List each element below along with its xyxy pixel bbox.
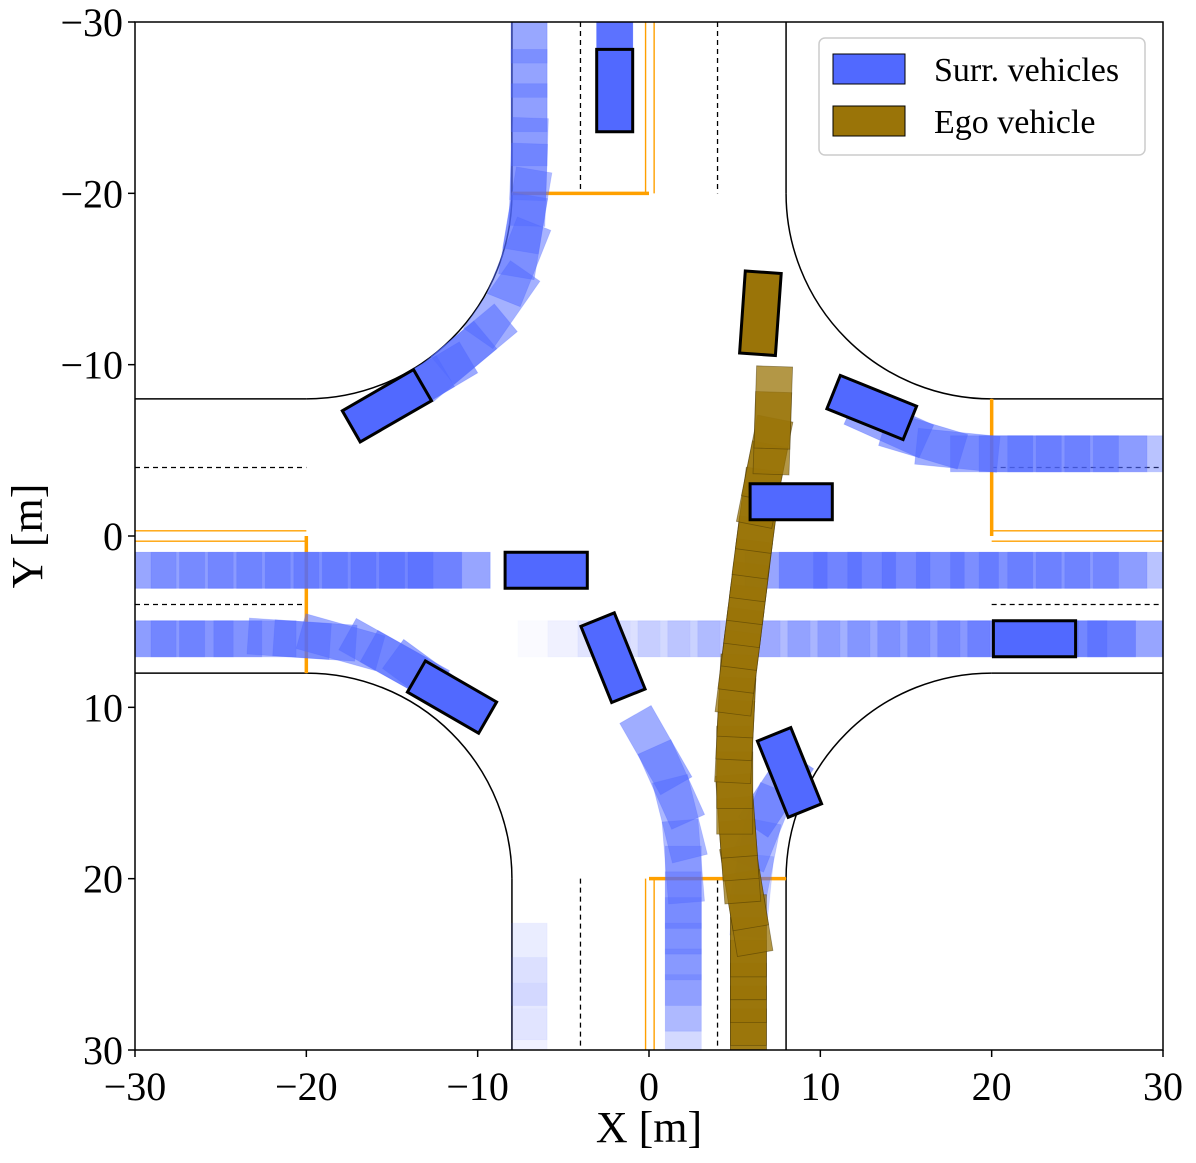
surrounding-trajectory-footprint	[407, 551, 491, 589]
surrounding-trajectory-footprint	[1092, 551, 1163, 589]
surrounding-trajectory-footprint	[1064, 551, 1148, 589]
road-corner-arc	[306, 672, 513, 879]
surrounding-trajectory-footprint	[637, 620, 721, 658]
surrounding-vehicle	[824, 373, 919, 442]
surrounding-vehicle	[405, 658, 499, 736]
surrounding-trajectory-footprint	[510, 957, 548, 1041]
surrounding-trajectory-footprint	[1007, 551, 1091, 589]
ego-vehicle	[737, 269, 783, 358]
surrounding-trajectory-footprint	[619, 704, 693, 796]
surrounding-vehicle	[755, 725, 824, 820]
x-tick-label: 30	[1143, 1064, 1183, 1109]
legend-swatch-surrounding	[832, 53, 906, 85]
y-tick-label: 30	[83, 1028, 123, 1073]
y-tick-label: −10	[60, 343, 123, 388]
surrounding-vehicle	[991, 619, 1078, 659]
surrounding-trajectory-footprint	[817, 620, 901, 658]
surrounding-trajectory-footprint	[787, 620, 871, 658]
surrounding-trajectory-footprint	[1035, 435, 1119, 473]
surrounding-trajectory-footprint	[664, 845, 702, 929]
surrounding-trajectory-footprint	[1064, 435, 1148, 473]
surrounding-trajectory-footprint	[915, 551, 999, 589]
surrounding-trajectory-footprint	[664, 922, 702, 1006]
surrounding-vehicle	[578, 610, 648, 705]
surrounding-trajectory-footprint	[135, 551, 177, 589]
surrounding-trajectory-footprint	[135, 620, 177, 658]
surrounding-trajectory-footprint	[150, 620, 234, 658]
surrounding-trajectory-footprint	[1092, 435, 1163, 473]
surrounding-trajectory-footprint	[907, 620, 991, 658]
legend-swatch-ego	[832, 105, 906, 137]
surrounding-trajectory-footprint	[510, 22, 548, 98]
legend-label-surrounding: Surr. vehicles	[934, 52, 1119, 89]
surrounding-vehicle	[595, 47, 635, 134]
y-tick-label: 10	[83, 685, 123, 730]
x-tick-label: 10	[800, 1064, 840, 1109]
y-tick-label: 20	[83, 857, 123, 902]
surrounding-trajectory-footprint	[664, 974, 702, 1050]
surrounding-vehicle	[503, 550, 589, 590]
surrounding-trajectory-footprint	[510, 22, 548, 64]
x-tick-label: 0	[639, 1064, 659, 1109]
vehicle-layer	[340, 47, 1078, 820]
x-axis-title: X [m]	[596, 1103, 702, 1152]
y-tick-label: 0	[103, 514, 123, 559]
surrounding-trajectory-footprint	[847, 620, 931, 658]
x-tick-label: −20	[275, 1064, 338, 1109]
y-axis-title: Y [m]	[3, 484, 52, 589]
surrounding-trajectory-footprint	[950, 551, 1034, 589]
ego-trajectory-footprint	[753, 365, 794, 450]
road-corner-arc	[785, 193, 992, 400]
surrounding-trajectory-footprint	[179, 551, 263, 589]
x-tick-label: −10	[446, 1064, 509, 1109]
y-tick-label: −30	[60, 0, 123, 45]
surrounding-trajectory-footprint	[664, 871, 702, 955]
surrounding-trajectory-footprint	[1007, 435, 1091, 473]
surrounding-trajectory-footprint	[877, 620, 961, 658]
trajectory-layer	[135, 22, 1163, 1050]
surrounding-trajectory-footprint	[207, 551, 291, 589]
road-corner-arc	[306, 193, 513, 400]
surrounding-trajectory-footprint	[664, 897, 702, 981]
surrounding-trajectory-footprint	[150, 551, 234, 589]
surrounding-trajectory-footprint	[1087, 620, 1163, 658]
surrounding-trajectory-footprint	[510, 83, 548, 167]
surrounding-trajectory-footprint	[135, 620, 206, 658]
surrounding-trajectory-footprint	[510, 922, 548, 1006]
y-tick-label: −20	[60, 171, 123, 216]
legend-label-ego: Ego vehicle	[934, 104, 1095, 141]
surrounding-trajectory-footprint	[978, 435, 1062, 473]
surrounding-trajectory-footprint	[135, 551, 206, 589]
plot-background	[135, 22, 1163, 1050]
surrounding-trajectory-footprint	[510, 49, 548, 133]
surrounding-trajectory-footprint	[1035, 551, 1119, 589]
x-tick-label: −30	[104, 1064, 167, 1109]
surrounding-trajectory-footprint	[511, 983, 548, 1050]
surrounding-trajectory-footprint	[509, 116, 549, 202]
surrounding-trajectory-footprint	[978, 551, 1062, 589]
surrounding-vehicle	[748, 482, 834, 522]
road-corner-arc	[785, 672, 992, 879]
x-tick-label: 20	[972, 1064, 1012, 1109]
legend: Surr. vehicles Ego vehicle	[818, 37, 1146, 156]
surrounding-vehicle	[340, 367, 434, 444]
surrounding-trajectory-footprint	[664, 948, 702, 1032]
